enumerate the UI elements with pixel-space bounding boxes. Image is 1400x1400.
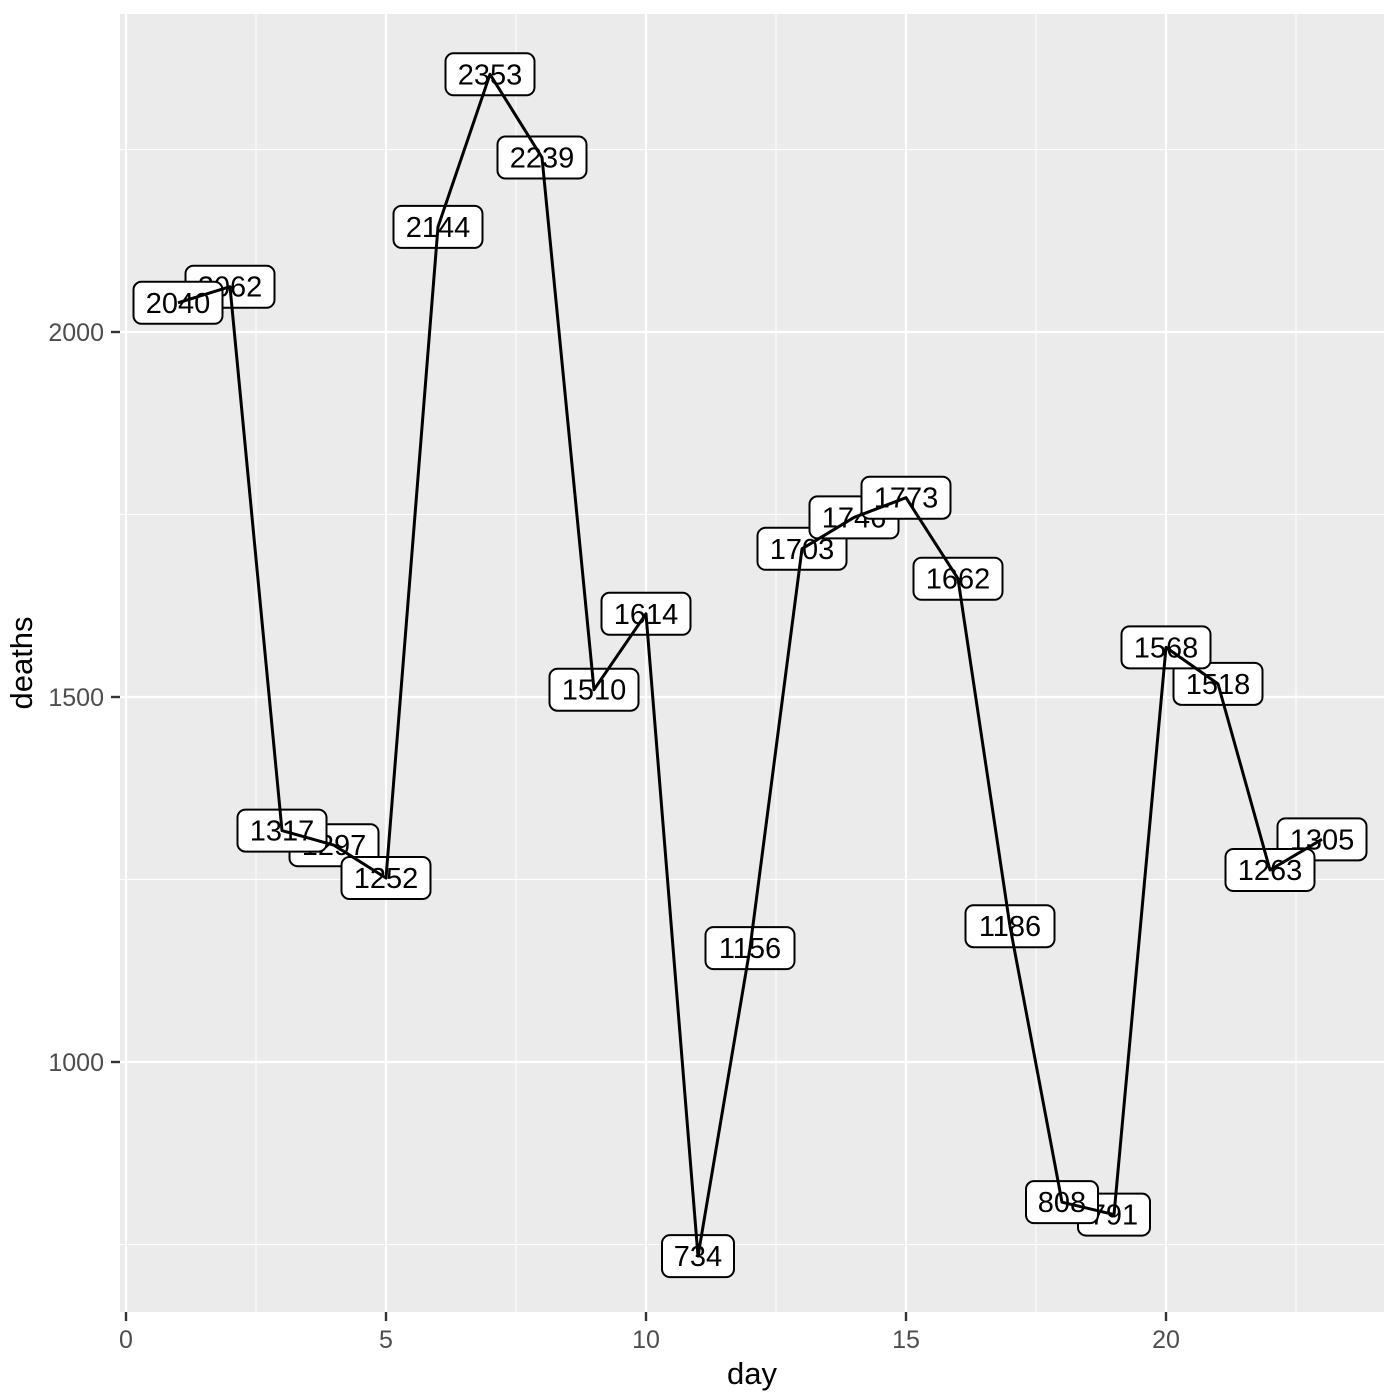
series-line-group [177, 72, 1323, 1258]
axis-tick-labels: 0 5 10 15 20 1000 1500 2000 [48, 319, 1180, 1354]
minor-gridlines [120, 14, 1384, 1312]
y-axis-title: deaths [4, 616, 39, 709]
x-tick-label: 15 [892, 1326, 920, 1354]
x-tick-label: 20 [1152, 1326, 1180, 1354]
y-tick-label: 1000 [48, 1049, 104, 1077]
y-tick-label: 1500 [48, 684, 104, 712]
x-tick-label: 5 [379, 1326, 393, 1354]
y-tick-label: 2000 [48, 319, 104, 347]
x-tick-label: 10 [632, 1326, 660, 1354]
point-label-text: 2040 [146, 288, 211, 320]
x-axis-title: day [727, 1356, 777, 1391]
axis-tick-marks [111, 330, 1168, 1321]
x-tick-label: 0 [119, 1326, 133, 1354]
series-line [177, 72, 1323, 1258]
